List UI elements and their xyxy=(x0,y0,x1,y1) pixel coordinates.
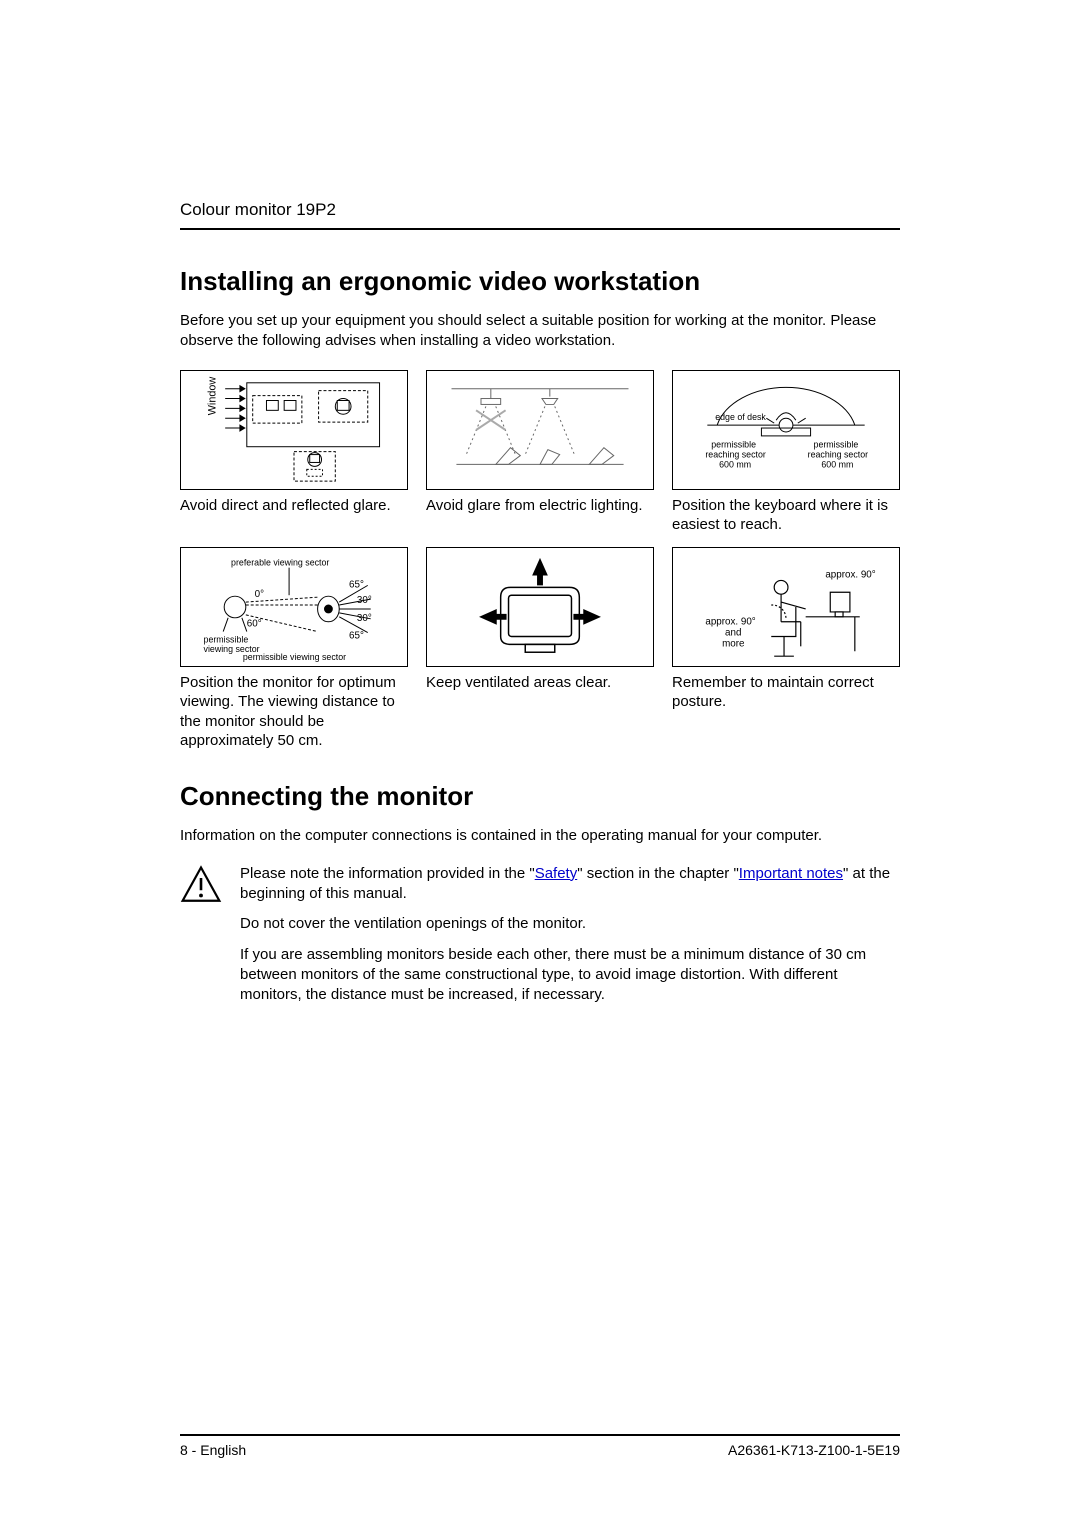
page-footer: 8 - English A26361-K713-Z100-1-5E19 xyxy=(180,1434,900,1458)
doc-header: Colour monitor 19P2 xyxy=(180,200,900,220)
fig6-diagram: approx. 90° approx. 90°andmore xyxy=(672,547,900,667)
fig2-caption: Avoid glare from electric lighting. xyxy=(426,496,654,516)
svg-text:permissible viewing sector: permissible viewing sector xyxy=(243,652,346,662)
svg-text:60°: 60° xyxy=(247,618,262,629)
section1-title: Installing an ergonomic video workstatio… xyxy=(180,266,900,297)
section1-intro: Before you set up your equipment you sho… xyxy=(180,311,900,352)
svg-text:Window: Window xyxy=(206,376,218,415)
fig4-caption: Position the monitor for optimum viewing… xyxy=(180,673,408,751)
warning-icon xyxy=(180,864,222,1016)
warn-para-2: Do not cover the ventilation openings of… xyxy=(240,914,900,934)
fig1-cell: Window Avoid direct and reflected glare. xyxy=(180,370,408,535)
fig2-diagram xyxy=(426,370,654,490)
footer-rule xyxy=(180,1434,900,1436)
svg-text:permissiblereaching sector600: permissiblereaching sector600 mm xyxy=(705,439,766,469)
warning-block: Please note the information provided in … xyxy=(180,864,900,1016)
safety-link[interactable]: Safety xyxy=(535,865,578,882)
svg-text:30°: 30° xyxy=(357,595,372,606)
fig1-caption: Avoid direct and reflected glare. xyxy=(180,496,408,516)
svg-text:65°: 65° xyxy=(349,630,364,641)
fig4-diagram: preferable viewing sector 0° 60° 65° 30°… xyxy=(180,547,408,667)
fig2-cell: Avoid glare from electric lighting. xyxy=(426,370,654,535)
fig3-caption: Position the keyboard where it is easies… xyxy=(672,496,900,535)
svg-text:permissiblereaching sector600: permissiblereaching sector600 mm xyxy=(808,439,869,469)
warn-para-1: Please note the information provided in … xyxy=(240,864,900,905)
svg-text:0°: 0° xyxy=(255,589,264,600)
svg-text:30°: 30° xyxy=(357,612,372,623)
section2-title: Connecting the monitor xyxy=(180,781,900,812)
fig4-cell: preferable viewing sector 0° 60° 65° 30°… xyxy=(180,547,408,751)
fig5-cell: Keep ventilated areas clear. xyxy=(426,547,654,751)
svg-text:preferable viewing sector: preferable viewing sector xyxy=(231,557,329,567)
fig3-cell: edge of desk permissiblereaching sector6… xyxy=(672,370,900,535)
svg-text:approx. 90°andmore: approx. 90°andmore xyxy=(705,616,755,649)
fig3-diagram: edge of desk permissiblereaching sector6… xyxy=(672,370,900,490)
svg-text:edge of desk: edge of desk xyxy=(715,412,766,422)
warning-text: Please note the information provided in … xyxy=(240,864,900,1016)
section2-intro: Information on the computer connections … xyxy=(180,826,900,846)
fig6-cell: approx. 90° approx. 90°andmore Remember … xyxy=(672,547,900,751)
fig1-diagram: Window xyxy=(180,370,408,490)
svg-text:65°: 65° xyxy=(349,579,364,590)
fig6-caption: Remember to maintain correct posture. xyxy=(672,673,900,712)
important-notes-link[interactable]: Important notes xyxy=(739,865,843,882)
header-rule xyxy=(180,228,900,230)
fig5-diagram xyxy=(426,547,654,667)
footer-left: 8 - English xyxy=(180,1442,246,1458)
warn1-a: Please note the information provided in … xyxy=(240,865,535,882)
diagram-grid: Window Avoid direct and reflected glare. xyxy=(180,370,900,751)
footer-right: A26361-K713-Z100-1-5E19 xyxy=(728,1442,900,1458)
fig5-caption: Keep ventilated areas clear. xyxy=(426,673,654,693)
svg-text:approx. 90°: approx. 90° xyxy=(825,569,875,580)
warn-para-3: If you are assembling monitors beside ea… xyxy=(240,945,900,1006)
warn1-b: " section in the chapter " xyxy=(577,865,739,882)
